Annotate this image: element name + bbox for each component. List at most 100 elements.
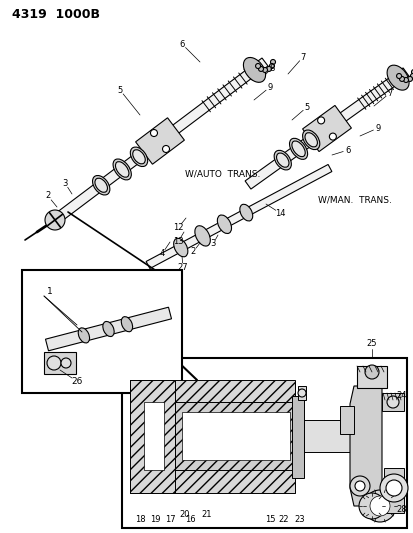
Bar [381,393,403,411]
Circle shape [349,476,369,496]
Bar [22,270,182,393]
Bar [130,468,294,493]
Text: 9: 9 [375,124,380,133]
Text: 17: 17 [164,515,175,524]
Bar [175,402,296,470]
Text: 5: 5 [117,85,122,94]
Circle shape [411,69,413,75]
Bar [130,380,294,402]
Ellipse shape [304,133,317,147]
Ellipse shape [130,147,147,166]
Circle shape [162,146,169,152]
Text: 26: 26 [71,377,83,386]
Ellipse shape [302,130,319,150]
Polygon shape [349,386,381,506]
Text: 3: 3 [210,239,215,248]
Bar [356,366,386,388]
Text: 25: 25 [366,340,376,349]
Text: 6: 6 [179,39,184,49]
Bar [339,406,353,434]
Circle shape [61,358,71,368]
Circle shape [399,76,404,82]
Bar [291,396,303,478]
Circle shape [409,74,413,78]
Text: 5: 5 [304,102,309,111]
Circle shape [379,474,407,502]
Text: 3: 3 [62,179,67,188]
Ellipse shape [95,178,107,192]
Text: 27: 27 [177,263,188,272]
Ellipse shape [78,328,89,343]
Polygon shape [45,307,171,351]
Ellipse shape [291,141,304,157]
Ellipse shape [45,210,65,230]
Text: 13: 13 [172,238,183,246]
Circle shape [297,389,305,397]
Text: 20: 20 [179,511,190,520]
Ellipse shape [173,238,188,257]
Circle shape [258,67,263,71]
Text: W/MAN.  TRANS.: W/MAN. TRANS. [317,196,391,205]
Circle shape [266,67,271,71]
Ellipse shape [217,215,231,233]
Bar [297,386,305,400]
Ellipse shape [195,225,210,246]
Circle shape [317,117,324,124]
Text: W/AUTO  TRANS.: W/AUTO TRANS. [185,169,260,179]
Text: 4: 4 [159,249,164,259]
Circle shape [386,396,398,408]
Ellipse shape [133,150,145,164]
Text: 12: 12 [172,223,183,232]
Circle shape [150,130,157,136]
Ellipse shape [121,317,132,332]
Polygon shape [146,165,331,269]
Ellipse shape [289,138,307,159]
Text: 16: 16 [184,515,195,524]
Bar [122,358,406,528]
Text: 7: 7 [387,88,392,98]
Circle shape [403,77,408,83]
Bar [182,412,289,460]
Circle shape [354,481,364,491]
Ellipse shape [273,150,291,170]
Polygon shape [244,68,408,189]
Ellipse shape [115,161,128,177]
Circle shape [47,356,61,370]
Text: 6: 6 [344,146,350,155]
Bar [144,402,164,470]
Circle shape [364,365,378,379]
Text: 2: 2 [45,191,50,200]
Text: 2: 2 [190,247,195,256]
Polygon shape [302,106,351,151]
Ellipse shape [276,153,288,167]
Circle shape [329,133,336,140]
Text: 22: 22 [278,515,289,524]
Text: 4319  1000B: 4319 1000B [12,7,100,20]
Circle shape [363,490,395,522]
Text: 8: 8 [269,63,274,72]
Circle shape [269,63,274,69]
Circle shape [270,60,275,64]
Text: 9: 9 [267,83,272,92]
Circle shape [255,63,260,69]
Text: 15: 15 [264,515,275,524]
Text: 19: 19 [150,515,160,524]
Circle shape [385,480,401,496]
Text: 21: 21 [201,511,212,520]
Ellipse shape [386,65,408,90]
Ellipse shape [102,321,114,336]
Circle shape [369,496,389,516]
Ellipse shape [93,175,109,195]
Polygon shape [52,58,267,224]
Circle shape [262,68,267,72]
Bar [44,352,76,374]
Text: 1: 1 [47,287,53,296]
Text: 18: 18 [134,515,145,524]
Circle shape [358,493,384,519]
Text: 24: 24 [396,392,406,400]
Text: 7: 7 [299,52,305,61]
Ellipse shape [239,204,252,221]
Text: 14: 14 [274,208,285,217]
Text: 28: 28 [396,505,406,514]
Circle shape [396,74,401,78]
